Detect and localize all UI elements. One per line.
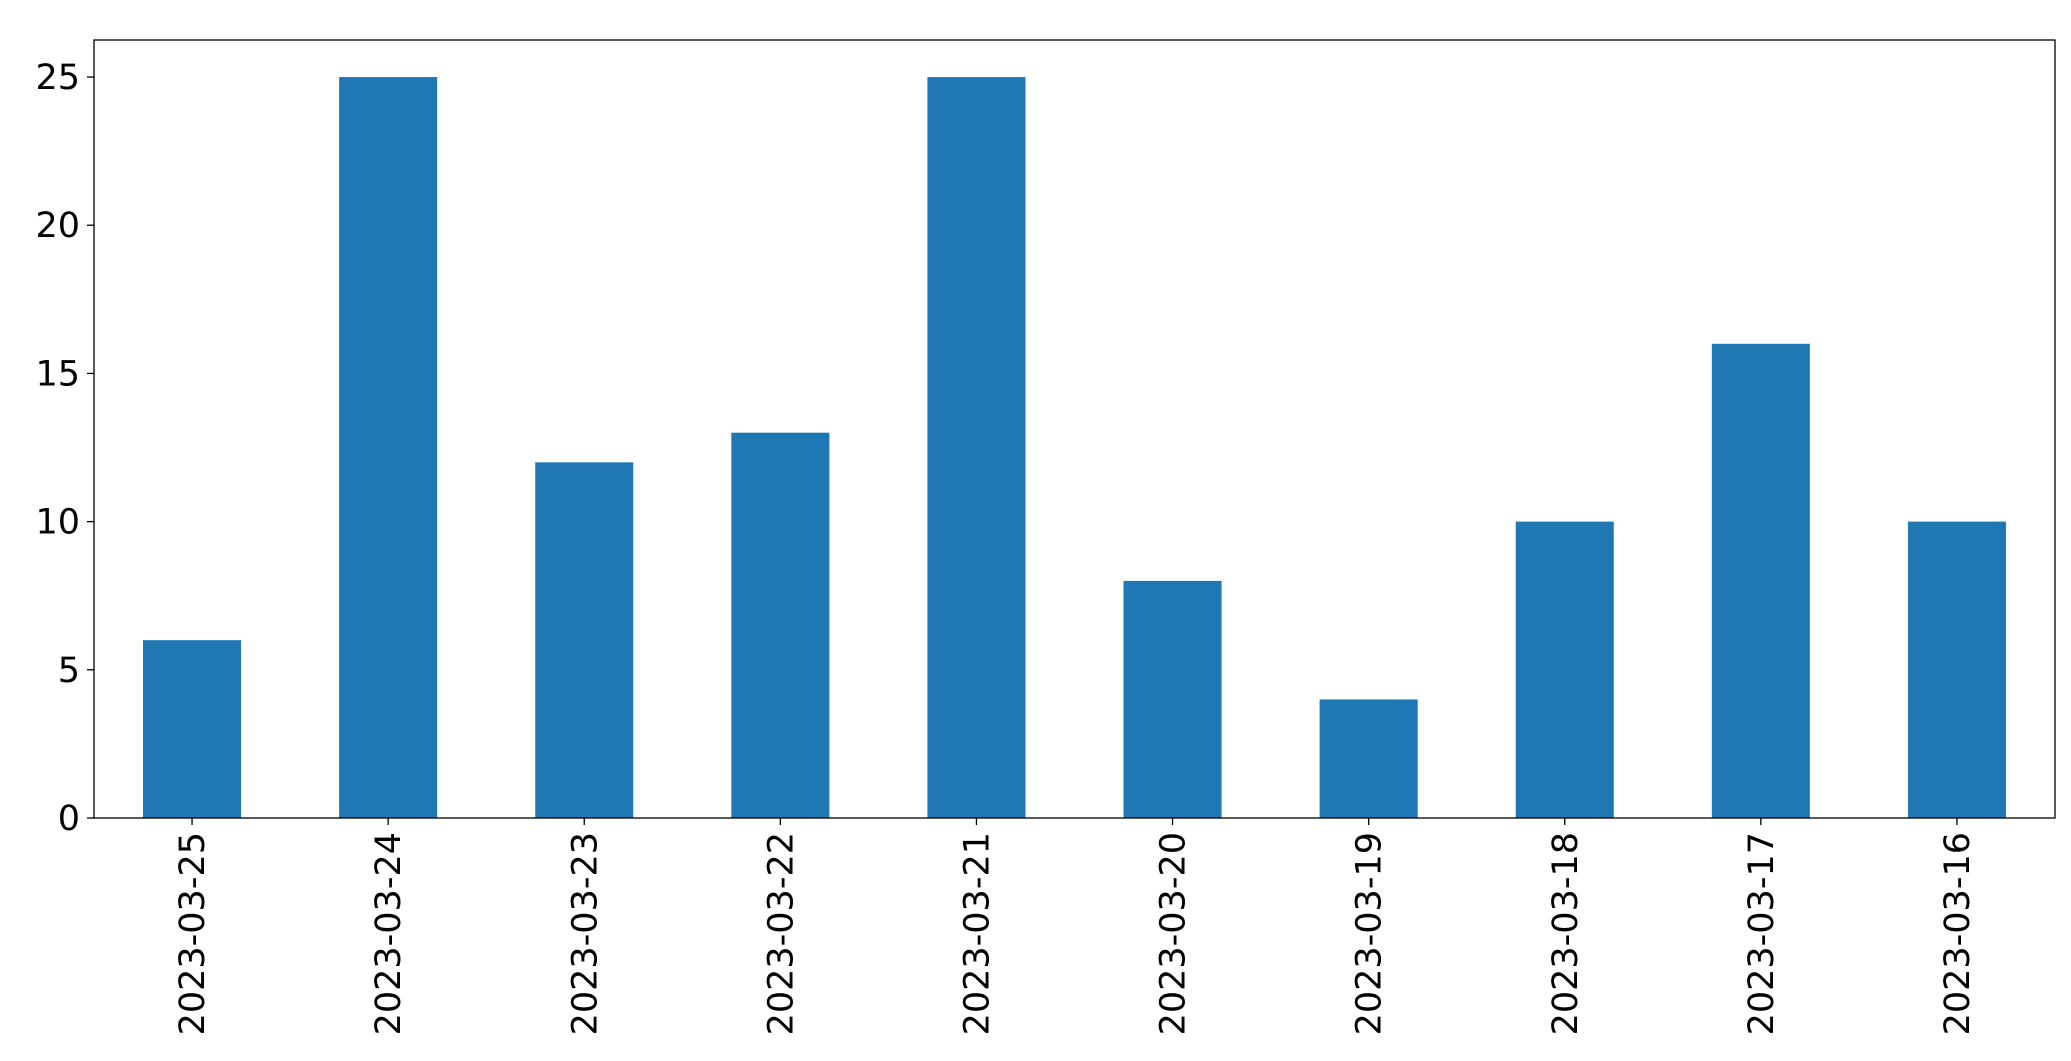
y-tick-label: 15 (35, 354, 80, 394)
x-tick-label: 2023-03-25 (173, 832, 213, 1035)
x-tick-label: 2023-03-18 (1546, 832, 1586, 1035)
x-tick-label: 2023-03-21 (957, 832, 997, 1035)
plot-frame (93, 39, 2056, 819)
x-tick-label: 2023-03-16 (1938, 832, 1978, 1035)
bar (1711, 343, 1810, 818)
y-tick-label: 10 (35, 503, 80, 543)
bar (927, 77, 1026, 819)
x-tick-label: 2023-03-23 (565, 832, 605, 1035)
bar (1907, 521, 2006, 818)
bar (1515, 521, 1614, 818)
x-tick-label: 2023-03-17 (1742, 832, 1782, 1035)
x-tick-label: 2023-03-24 (369, 832, 409, 1035)
y-tick-label: 25 (35, 58, 80, 98)
bar (731, 432, 830, 818)
bar (1123, 580, 1222, 818)
x-tick-label: 2023-03-20 (1154, 832, 1194, 1035)
y-tick-label: 5 (58, 651, 80, 691)
y-tick-label: 20 (35, 206, 80, 246)
bar (535, 462, 634, 818)
x-tick-label: 2023-03-22 (761, 832, 801, 1035)
y-tick-label: 0 (58, 799, 80, 839)
x-tick-label: 2023-03-19 (1350, 832, 1390, 1035)
bar (143, 640, 242, 818)
bar (339, 77, 438, 819)
bar (1319, 699, 1418, 818)
